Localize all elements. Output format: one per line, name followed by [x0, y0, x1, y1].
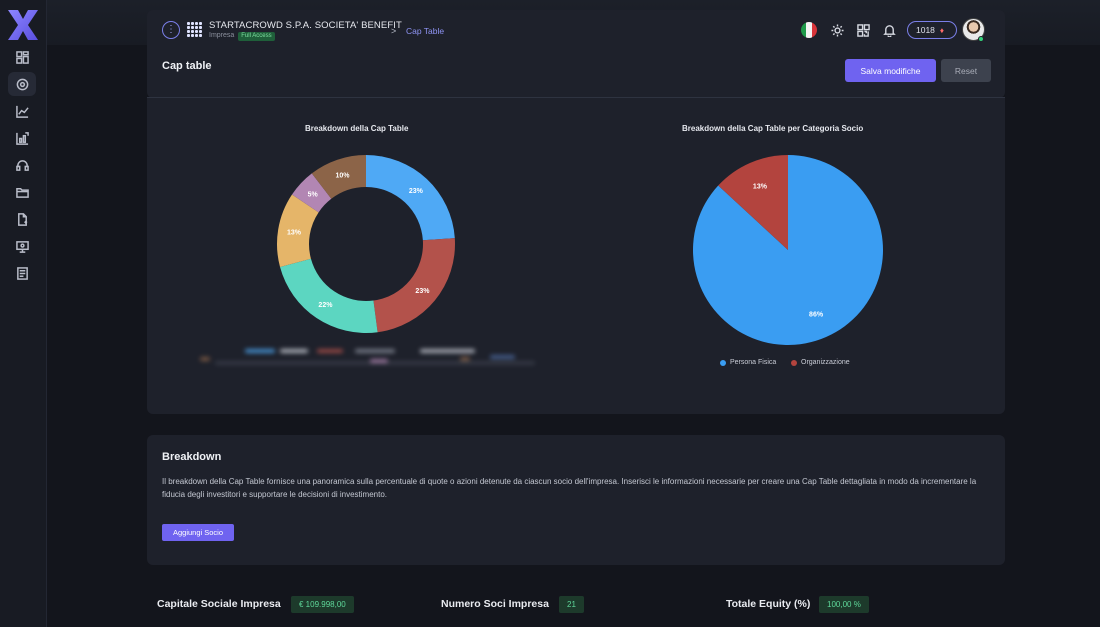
avatar[interactable]	[962, 18, 985, 41]
folder-icon[interactable]	[11, 181, 33, 203]
points-badge[interactable]: 1018 ♦	[907, 21, 957, 39]
legend-label: Organizzazione	[801, 359, 850, 366]
share-capital-value: € 109.998,00	[291, 596, 354, 613]
breakdown-card	[147, 435, 1005, 565]
breakdown-description: Il breakdown della Cap Table fornisce un…	[162, 477, 977, 499]
pie-chart-title: Breakdown della Cap Table per Categoria …	[682, 124, 864, 133]
breadcrumb-separator: >	[391, 26, 397, 36]
company-type-label: Impresa	[209, 32, 235, 39]
app-logo[interactable]	[6, 8, 40, 42]
pie-slice-label-1: 13%	[753, 183, 768, 190]
app-header: ⋮ STARTACROWD S.P.A. SOCIETA' BENEFIT Im…	[147, 10, 1005, 50]
cap-table-icon[interactable]	[8, 72, 36, 96]
breadcrumb-current[interactable]: Cap Table	[406, 26, 445, 36]
header-divider	[147, 97, 1005, 98]
breakdown-title: Breakdown	[162, 451, 222, 463]
legend-item-persona-fisica[interactable]: Persona Fisica	[720, 359, 776, 366]
legend-label: Persona Fisica	[730, 359, 777, 366]
donut-slice-label-1: 23%	[415, 288, 430, 295]
donut-slice-1[interactable]	[373, 238, 455, 333]
dashboard-icon[interactable]	[11, 46, 33, 68]
legend-dot-icon	[720, 359, 726, 366]
more-options-icon[interactable]: ⋮	[162, 21, 180, 39]
donut-legend-obscured	[195, 343, 545, 379]
sun-icon[interactable]	[829, 22, 845, 38]
flag-italy-icon[interactable]	[801, 22, 817, 38]
donut-slice-4[interactable]	[291, 173, 332, 213]
online-status-icon	[978, 36, 984, 42]
reset-button[interactable]: Reset	[941, 59, 991, 82]
add-partner-button[interactable]: Aggiungi Socio	[162, 524, 234, 541]
company-logo-icon	[187, 22, 202, 37]
legend-dot-icon	[791, 359, 797, 366]
points-value: 1018	[916, 25, 935, 35]
report-icon[interactable]	[11, 262, 33, 284]
access-badge: Full Access	[238, 32, 275, 41]
donut-slice-label-4: 5%	[308, 192, 319, 199]
company-type: Impresa Full Access	[209, 32, 275, 41]
donut-slice-2[interactable]	[280, 258, 378, 333]
donut-slice-label-0: 23%	[409, 188, 424, 195]
share-capital-label: Capitale Sociale Impresa	[157, 598, 281, 610]
total-equity-value: 100,00 %	[819, 596, 869, 613]
donut-slice-3[interactable]	[277, 194, 319, 268]
pie-slice-1[interactable]	[718, 155, 788, 250]
donut-slice-label-2: 22%	[318, 302, 333, 309]
donut-slice-label-3: 13%	[287, 230, 302, 237]
donut-chart-title: Breakdown della Cap Table	[305, 124, 409, 133]
gem-icon: ♦	[939, 25, 945, 35]
legend-item-organizzazione[interactable]: Organizzazione	[791, 359, 850, 366]
sidebar	[0, 0, 47, 627]
support-icon[interactable]	[11, 154, 33, 176]
page-title: Cap table	[162, 60, 212, 72]
donut-slice-0[interactable]	[366, 155, 455, 241]
growth-icon[interactable]	[11, 127, 33, 149]
bell-icon[interactable]	[881, 22, 897, 38]
save-button[interactable]: Salva modifiche	[845, 59, 936, 82]
donut-slice-5[interactable]	[311, 155, 366, 199]
partners-count-label: Numero Soci Impresa	[441, 598, 549, 610]
pie-slice-label-0: 86%	[809, 312, 824, 319]
donut-slice-label-5: 10%	[336, 172, 351, 179]
document-icon[interactable]	[11, 208, 33, 230]
pie-chart: 86% 13%	[693, 155, 883, 345]
donut-chart: 23% 23% 22% 13% 5% 10%	[277, 155, 455, 333]
company-name[interactable]: STARTACROWD S.P.A. SOCIETA' BENEFIT	[209, 20, 402, 31]
presentation-icon[interactable]	[11, 235, 33, 257]
partners-count-value: 21	[559, 596, 584, 613]
total-equity-label: Totale Equity (%)	[726, 598, 811, 610]
qr-icon[interactable]	[855, 22, 871, 38]
chart-icon[interactable]	[11, 100, 33, 122]
